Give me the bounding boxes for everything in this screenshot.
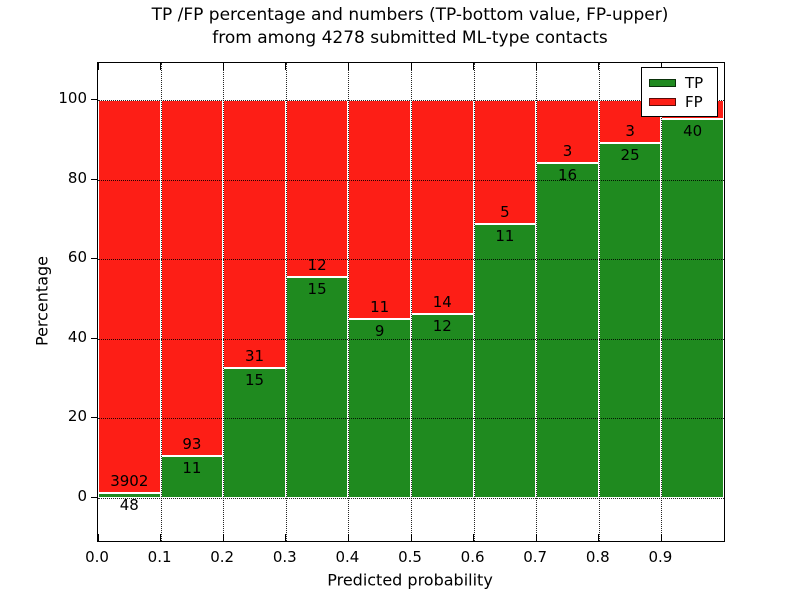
x-tick-top	[410, 63, 412, 70]
bar-count-label-fp: 14	[432, 293, 452, 312]
legend-item-fp: FP	[649, 92, 710, 111]
x-tick-label: 0.4	[335, 548, 360, 566]
bar-segment-fp	[411, 100, 474, 315]
bar-count-label-tp: 25	[620, 145, 640, 164]
x-tick-bottom	[160, 534, 162, 541]
bar-count-label-tp: 11	[495, 227, 515, 246]
chart-title-line2: from among 4278 submitted ML-type contac…	[212, 28, 608, 48]
y-tick-label: 60	[67, 248, 87, 267]
y-tick-left	[91, 258, 97, 260]
y-tick-left	[91, 417, 97, 419]
bar-count-label-fp: 3902	[110, 472, 149, 491]
legend: TP FP	[641, 67, 718, 117]
y-tick-label: 0	[77, 487, 87, 506]
x-tick-label: 0.0	[85, 548, 109, 566]
x-tick-label: 0.1	[147, 548, 172, 566]
y-tick-label: 40	[67, 327, 87, 346]
legend-label-fp: FP	[685, 92, 703, 111]
x-tick-bottom	[660, 534, 662, 541]
bar-count-label-fp: 5	[500, 203, 510, 222]
y-tick-left	[91, 99, 97, 100]
bar-count-label-tp: 16	[557, 165, 578, 184]
y-tick-left	[91, 178, 97, 180]
bar-count-label-fp: 11	[370, 297, 390, 316]
x-tick-top	[347, 63, 349, 70]
bar-segment-fp	[348, 100, 411, 319]
bar-count-label-fp: 3	[625, 121, 635, 140]
bar-segment-tp	[348, 318, 411, 498]
x-tick-bottom	[535, 534, 537, 541]
bar-count-label-tp: 48	[119, 496, 139, 515]
x-tick-top	[598, 63, 600, 70]
x-tick-bottom	[285, 534, 287, 541]
bar-count-label-fp: 12	[307, 255, 327, 274]
bar-count-label-tp: 12	[432, 317, 452, 336]
bar-count-label-fp: 93	[182, 434, 202, 453]
x-tick-top	[723, 63, 725, 70]
x-tick-label: 0.3	[272, 548, 297, 566]
bar-segment-fp	[285, 100, 349, 277]
bar-count-label-tp: 15	[307, 279, 327, 298]
bar-count-label-tp: 11	[182, 458, 202, 477]
bar-segment-tp	[285, 276, 349, 498]
bar-segment-tp	[473, 224, 537, 498]
x-tick-bottom	[97, 534, 99, 541]
bar-segment-tp	[661, 119, 724, 498]
x-tick-bottom	[347, 534, 349, 541]
bar-segment-tp	[598, 142, 662, 498]
x-tick-top	[535, 63, 537, 70]
bar-segment-fp	[98, 100, 161, 494]
fp-color-swatch	[649, 97, 676, 106]
bar-count-label-tp: 40	[683, 122, 703, 141]
bar-segment-fp	[160, 100, 224, 456]
y-tick-left	[91, 497, 97, 499]
x-tick-top	[285, 63, 287, 70]
gridline-horizontal	[98, 498, 724, 500]
legend-label-tp: TP	[685, 73, 704, 92]
bar-count-label-tp: 15	[244, 371, 265, 390]
x-tick-bottom	[473, 534, 475, 541]
y-tick-label: 20	[67, 407, 87, 426]
bar-segment-fp	[223, 100, 286, 369]
x-tick-label: 0.5	[398, 548, 422, 566]
x-tick-top	[97, 63, 99, 70]
y-tick-left	[91, 337, 97, 339]
x-tick-bottom	[723, 534, 725, 541]
x-tick-bottom	[598, 534, 600, 541]
x-tick-top	[222, 63, 224, 70]
x-tick-bottom	[410, 534, 412, 541]
bar-count-label-tp: 9	[374, 321, 385, 340]
bar-segment-tp	[536, 162, 599, 498]
x-tick-label: 0.6	[460, 548, 485, 566]
x-tick-top	[473, 63, 475, 70]
legend-item-tp: TP	[649, 73, 710, 92]
x-tick-label: 0.8	[585, 548, 610, 566]
y-tick-label: 100	[58, 89, 87, 107]
bar-segment-fp	[536, 100, 599, 163]
chart-title: TP /FP percentage and numbers (TP-bottom…	[97, 4, 723, 50]
chart-title-line1: TP /FP percentage and numbers (TP-bottom…	[151, 5, 669, 25]
bar-segment-tp	[411, 314, 474, 498]
x-tick-label: 0.7	[523, 548, 548, 566]
bar-count-label-fp: 31	[244, 347, 265, 366]
x-tick-bottom	[222, 534, 224, 541]
bar-segment-tp	[160, 455, 224, 498]
y-tick-label: 80	[67, 168, 87, 187]
bar-segment-tp	[98, 493, 161, 498]
plot-area: 48 3902 11 93 15 31 15 12 9 11 12 14 11 5 16 3 25 3 40	[97, 62, 725, 542]
x-axis-label: Predicted probability	[327, 570, 493, 590]
tp-color-swatch	[649, 78, 676, 87]
bar-count-label-fp: 3	[562, 141, 573, 160]
x-tick-label: 0.9	[648, 548, 673, 566]
x-tick-label: 0.2	[210, 548, 235, 566]
x-tick-top	[160, 63, 162, 70]
